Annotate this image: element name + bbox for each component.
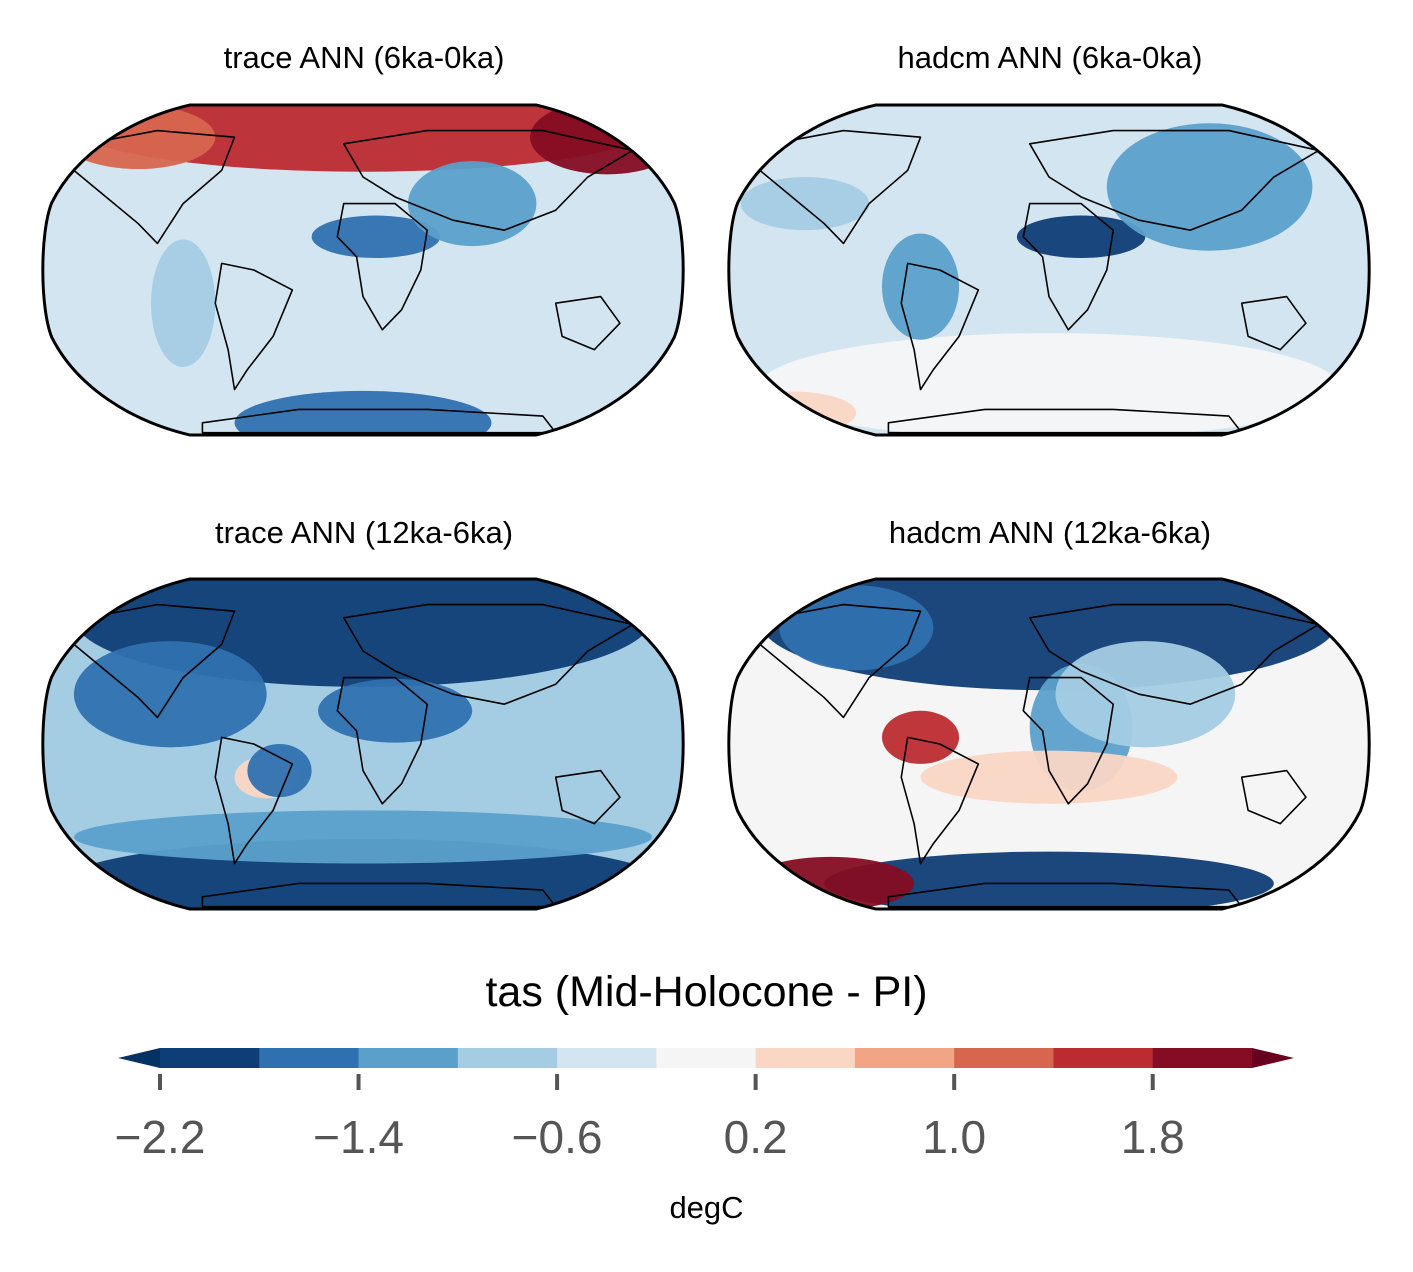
colorbar-segment [954,1048,1054,1068]
colorbar-tick-label: 1.8 [1120,1111,1185,1163]
map-hadcm-6ka [727,103,1371,437]
colorbar-segment [557,1048,657,1068]
coastlines [759,603,1320,908]
colorbar-segment [656,1048,757,1068]
temperature-field [42,104,684,436]
coastlines [759,129,1320,434]
colorbar-segment [259,1048,360,1068]
colorbar-tick-label: −2.2 [114,1111,206,1163]
colorbar-tick-label: −1.4 [313,1111,404,1163]
coastlines [73,129,634,434]
panel-title-hadcm-6ka: hadcm ANN (6ka-0ka) [897,40,1203,75]
colorbar-title: tas (Mid-Holocone - PI) [485,968,928,1016]
panel-title-hadcm-12ka: hadcm ANN (12ka-6ka) [888,515,1212,550]
temperature-field [728,578,1370,910]
colorbar-tick-label: 1.0 [922,1111,987,1163]
colorbar-segment [1053,1048,1154,1068]
colorbar-segment [358,1048,459,1068]
colorbar-extend-high [1252,1048,1294,1068]
temperature-field [42,578,684,910]
coastlines [73,603,634,908]
colorbar [118,1048,1294,1090]
map-hadcm-12ka [727,577,1371,911]
colorbar-segment [457,1048,558,1068]
map-trace-6ka [41,103,685,437]
colorbar-segment [755,1048,856,1068]
colorbar-unit-label: degC [669,1190,744,1225]
colorbar-segment [854,1048,955,1068]
colorbar-segment [160,1048,260,1068]
map-trace-12ka [41,577,685,911]
colorbar-segment [1152,1048,1253,1068]
colorbar-tick-label: −0.6 [511,1111,603,1163]
panel-title-trace-12ka: trace ANN (12ka-6ka) [214,515,514,550]
panel-title-trace-6ka: trace ANN (6ka-0ka) [223,40,505,75]
colorbar-tick-label: 0.2 [723,1111,788,1163]
temperature-field [728,104,1370,436]
colorbar-extend-low [118,1048,160,1068]
